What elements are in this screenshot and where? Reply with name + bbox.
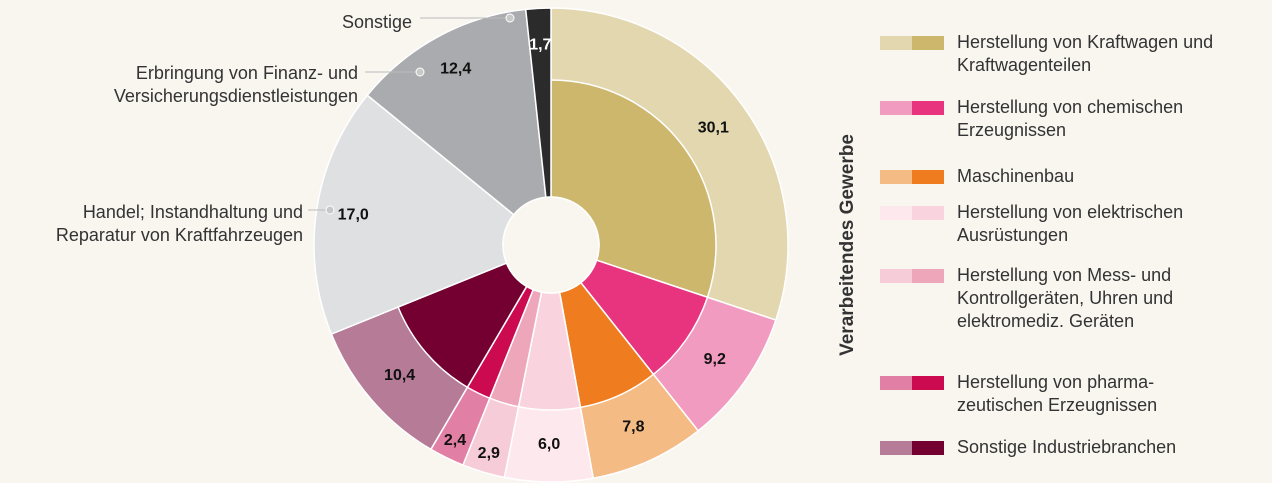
legend-label: Maschinenbau <box>957 166 1075 186</box>
legend-swatch <box>880 269 912 283</box>
outer-label: Erbringung von Finanz- und Versicherungs… <box>113 63 358 106</box>
leader-dot <box>415 67 425 77</box>
legend-swatch <box>912 36 944 50</box>
leader-dot <box>505 13 515 23</box>
legend-label: Herstellung von Mess- und Kontrollgeräte… <box>957 265 1174 331</box>
value-label: 7,8 <box>622 418 644 435</box>
legend-swatch <box>880 170 912 184</box>
value-label: 6,0 <box>538 436 560 453</box>
value-label: 2,4 <box>444 432 466 449</box>
value-label: 10,4 <box>384 367 415 384</box>
legend-title: Verarbeitendes Gewerbe <box>837 134 858 356</box>
legend-swatch <box>912 170 944 184</box>
legend-swatch <box>912 101 944 115</box>
legend-swatch <box>880 376 912 390</box>
value-label: 30,1 <box>698 119 729 136</box>
legend-swatch <box>880 441 912 455</box>
outer-label: Sonstige <box>341 12 412 32</box>
legend-swatch <box>880 101 912 115</box>
legend-label: Herstellung von elektrischen Ausrüstunge… <box>957 202 1184 245</box>
value-label: 1,7 <box>529 37 551 54</box>
outer-label: Handel; Instandhaltung und Reparatur von… <box>55 202 303 245</box>
leader-dot <box>325 205 335 215</box>
value-label: 2,9 <box>478 445 500 462</box>
value-label: 17,0 <box>338 206 369 223</box>
legend-label: Herstellung von Kraftwagen und Kraftwage… <box>957 32 1214 75</box>
value-label: 9,2 <box>704 351 726 368</box>
pie-hole <box>502 196 600 294</box>
legend-swatch <box>880 206 912 220</box>
legend-swatch <box>912 441 944 455</box>
legend-swatch <box>912 206 944 220</box>
legend-label: Herstellung von chemischen Erzeugnissen <box>957 97 1184 140</box>
legend-swatch <box>880 36 912 50</box>
legend-swatch <box>912 376 944 390</box>
value-label: 12,4 <box>440 60 471 77</box>
legend-label: Herstellung von pharma- zeutischen Erzeu… <box>957 372 1158 415</box>
legend-label: Sonstige Industriebranchen <box>957 437 1177 457</box>
legend-swatch <box>912 269 944 283</box>
